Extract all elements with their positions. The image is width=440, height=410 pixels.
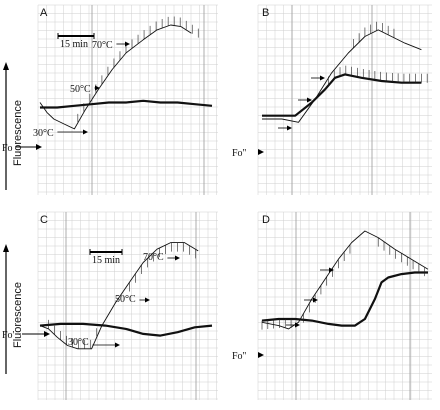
trace-ticks (328, 65, 428, 86)
scale-bar: 15 min (57, 33, 95, 50)
temperature-label: 70°C (143, 252, 164, 263)
arrow-marker (298, 97, 312, 103)
chart-grid (37, 4, 218, 195)
panel-letter: C (40, 214, 48, 226)
trace-ticks (261, 318, 292, 330)
temperature-mark: 70°C (92, 40, 130, 51)
temperature-mark: 50°C (115, 294, 150, 305)
series-line-thick (39, 322, 213, 337)
arrow-marker (278, 125, 292, 131)
baseline-label: Fo' (2, 330, 15, 341)
arrow-marker (311, 75, 325, 81)
trace-ticks (129, 242, 196, 292)
trace-ticks (48, 319, 98, 349)
y-axis-arrow-bottom (3, 244, 9, 374)
panel-letter: A (40, 7, 48, 19)
scale-bar-label: 15 min (92, 255, 120, 266)
baseline-label: Fo'' (232, 148, 246, 159)
arrow-marker (320, 267, 334, 273)
baseline-label: Fo (2, 143, 13, 154)
scale-bar-label: 15 min (60, 39, 88, 50)
panel-a: A 15 min Fo 30°C 50°C 70°C (2, 4, 218, 195)
baseline-marker: Fo'' (232, 148, 264, 159)
y-axis-label-bottom: Fluorescence (12, 282, 24, 348)
panel-letter: B (262, 7, 269, 19)
series-line-thick (261, 271, 428, 327)
arrow-marker (286, 322, 300, 328)
series-line-thick (262, 73, 422, 117)
series-line-thin (262, 29, 422, 123)
chart-grid (37, 211, 218, 400)
baseline-label: Fo'' (232, 351, 246, 362)
chart-grid (257, 211, 432, 400)
trace-ticks (377, 237, 425, 277)
temperature-mark: 30°C (68, 337, 120, 348)
panel-b: B Fo'' (232, 4, 432, 195)
temperature-mark: 30°C (33, 128, 88, 139)
y-axis-arrow-top (3, 62, 9, 190)
trace-ticks (352, 21, 395, 49)
chart-grid (257, 4, 432, 195)
y-axis-label-top: Fluorescence (12, 100, 24, 166)
panel-c: C 15 min Fo' 30°C 50°C 70°C (2, 211, 218, 400)
arrow-marker (304, 297, 318, 303)
temperature-mark: 70°C (143, 252, 180, 263)
baseline-marker: Fo' (2, 330, 50, 341)
temperature-mark: 50°C (70, 84, 100, 95)
scale-bar: 15 min (89, 249, 123, 266)
temperature-label: 30°C (68, 337, 89, 348)
series-line-thin (39, 242, 199, 350)
series-line-thick (40, 99, 213, 109)
baseline-marker: Fo (2, 143, 42, 154)
temperature-label: 50°C (70, 84, 91, 95)
panel-letter: D (262, 214, 270, 226)
temperature-label: 30°C (33, 128, 54, 139)
temperature-label: 70°C (92, 40, 113, 51)
temperature-label: 50°C (115, 294, 136, 305)
panel-d: D Fo'' (232, 211, 432, 400)
baseline-marker: Fo'' (232, 351, 264, 362)
